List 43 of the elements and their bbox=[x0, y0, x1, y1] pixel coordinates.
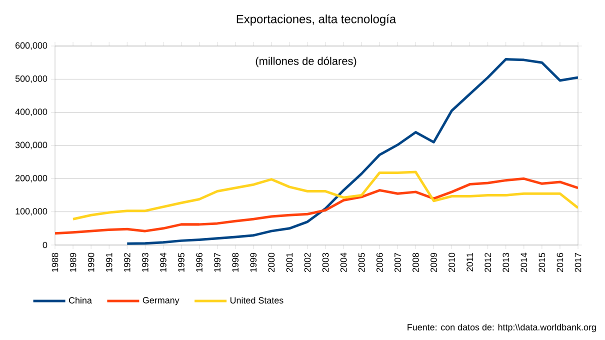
y-tick-label: 600,000 bbox=[16, 42, 48, 50]
source-note: Fuente: con datos de: http:\\data.worldbank.org bbox=[408, 324, 596, 332]
x-tick-label: 2008 bbox=[412, 252, 419, 272]
legend-label: United States bbox=[230, 296, 284, 304]
x-tick-label: 2014 bbox=[520, 252, 528, 272]
x-tick-label: 2002 bbox=[304, 252, 311, 272]
chart-title: Exportaciones, alta tecnología bbox=[236, 14, 396, 26]
x-tick-label: 2007 bbox=[394, 252, 401, 272]
x-tick-label: 1995 bbox=[178, 252, 184, 272]
x-tick-label: 1991 bbox=[106, 252, 112, 272]
x-tick-label: 2009 bbox=[430, 252, 437, 272]
x-tick-label: 1996 bbox=[196, 252, 202, 272]
x-tick-label: 2011 bbox=[466, 252, 473, 272]
x-tick-label: 1994 bbox=[160, 252, 166, 272]
legend-label: China bbox=[68, 296, 92, 304]
legend-label: Germany bbox=[142, 297, 180, 306]
x-tick-label: 2003 bbox=[322, 252, 329, 272]
x-tick-label: 2001 bbox=[286, 252, 293, 272]
x-tick-label: 1990 bbox=[88, 252, 94, 272]
y-tick-label: 300,000 bbox=[15, 142, 48, 150]
x-tick-label: 1988 bbox=[52, 252, 58, 272]
x-tick-label: 2015 bbox=[538, 252, 546, 272]
x-tick-label: 2006 bbox=[376, 252, 383, 272]
x-tick-label: 2012 bbox=[484, 252, 492, 272]
x-tick-label: 2016 bbox=[556, 252, 564, 272]
x-tick-label: 2010 bbox=[448, 252, 455, 272]
x-tick-label: 1997 bbox=[214, 252, 220, 272]
x-tick-label: 2017 bbox=[574, 252, 582, 272]
text: (millones de dólares) bbox=[256, 56, 356, 68]
x-tick-label: 2005 bbox=[358, 252, 365, 272]
x-tick-label: 1998 bbox=[232, 252, 239, 272]
x-tick-label: 1992 bbox=[124, 252, 130, 272]
y-tick-label: 100,000 bbox=[16, 208, 48, 216]
x-tick-label: 2000 bbox=[268, 252, 275, 272]
x-tick-label: 2004 bbox=[340, 252, 347, 272]
y-tick-label: 0 bbox=[42, 242, 48, 248]
x-tick-label: 2013 bbox=[502, 252, 510, 272]
y-tick-label: 400,000 bbox=[15, 108, 48, 116]
y-tick-label: 500,000 bbox=[15, 75, 48, 83]
x-tick-label: 1993 bbox=[142, 252, 148, 272]
x-tick-label: 1989 bbox=[70, 252, 76, 272]
y-tick-label: 200,000 bbox=[16, 174, 48, 182]
x-tick-label: 1999 bbox=[250, 252, 257, 272]
